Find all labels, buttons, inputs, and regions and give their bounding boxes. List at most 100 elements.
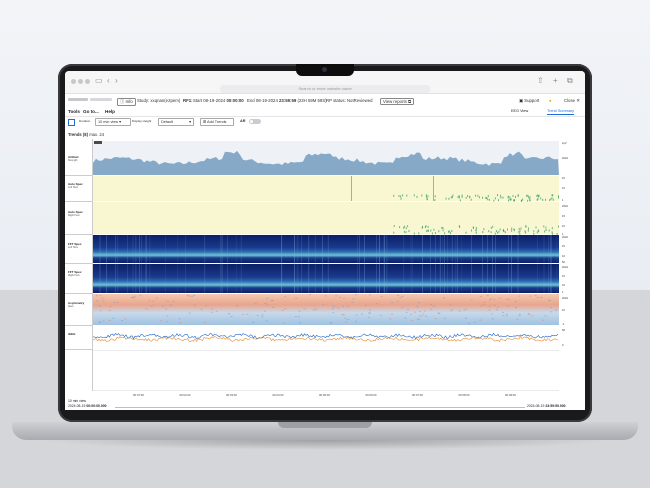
panel-label-auto-spec-left[interactable]: Auto Spec Left Hem xyxy=(68,182,83,190)
scale-label: 50 xyxy=(562,261,565,264)
scale-label: 20Hz xyxy=(562,266,569,269)
fft-spec-right-plot[interactable] xyxy=(93,264,559,293)
review-status: RP status: NotReviewed xyxy=(326,98,373,103)
panel-label-reeg[interactable]: rEEG xyxy=(68,332,76,336)
time-tick-label: 00:06:00 xyxy=(365,393,377,397)
left-timestamp: 2024-08-19 00:00:00.000 xyxy=(68,404,107,408)
scale-label: 20Hz xyxy=(562,236,569,239)
asymmetry-marks xyxy=(95,294,558,324)
menu-goto[interactable]: Go to... xyxy=(83,109,99,114)
minimize-window-icon[interactable] xyxy=(78,79,83,84)
panel-label-fft-left[interactable]: FFT Spec Left Hem xyxy=(68,242,82,250)
scale-label: 50 xyxy=(562,329,565,332)
notification-icon[interactable]: ● xyxy=(549,98,552,103)
menu-help[interactable]: Help xyxy=(105,109,115,114)
panel-label-artifact[interactable]: Artifact Strength xyxy=(68,155,79,163)
patient-name-redacted xyxy=(68,98,88,101)
app-header: ⓘ Info Study: xxqnan(e2pem) RF1: Start 0… xyxy=(65,95,585,106)
ar-toggle[interactable] xyxy=(249,119,261,124)
panel-label-fft-right[interactable]: FFT Spec Right Hem xyxy=(68,270,82,278)
scale-label: 20Hz xyxy=(562,297,569,300)
view-reports-button[interactable]: View reports ⧉ xyxy=(380,98,415,105)
duration-select[interactable]: 10 min view ▾ xyxy=(95,118,131,126)
artifact-area xyxy=(93,150,559,175)
tab-trend-summary[interactable]: Trend Summary xyxy=(547,109,575,115)
start-label: Start 08-19-2024 00:00:00 xyxy=(193,98,244,103)
close-link[interactable]: Close ✕ xyxy=(564,98,580,103)
app-menu-bar: Tools Go to... Help EEG View Trend Summa… xyxy=(65,107,585,117)
end-label: End 08-19-2024 23:59:59 (23H 59M 59S) xyxy=(247,98,327,103)
artifact-strength-plot[interactable] xyxy=(93,141,559,175)
back-icon[interactable]: ‹ xyxy=(107,76,110,85)
add-trends-button[interactable]: ⊞ Add Trends xyxy=(200,118,234,126)
info-button[interactable]: ⓘ Info xyxy=(117,98,136,106)
scale-label: -1 xyxy=(562,323,565,326)
scale-label: 1 xyxy=(562,199,564,202)
scale-label: 0 xyxy=(562,344,564,347)
new-tab-icon[interactable]: + xyxy=(553,76,558,85)
sidebar-toggle-icon[interactable]: ▭ xyxy=(95,76,103,85)
toolbar: Duration 10 min view ▾ Display Height De… xyxy=(65,118,585,128)
close-window-icon[interactable] xyxy=(71,79,76,84)
scale-label: 15 xyxy=(562,245,565,248)
laptop-base xyxy=(12,422,638,440)
timeline-footer: 10 min view 2024-08-19 00:00:00.000 2024… xyxy=(65,399,585,410)
scale-label: 1 xyxy=(562,233,564,236)
auto-spec-right-plot[interactable] xyxy=(93,202,559,234)
fft-spec-marks xyxy=(99,235,558,293)
panel-label-auto-spec-right[interactable]: Auto Spec Right Hem xyxy=(68,210,83,218)
url-bar[interactable]: Search or enter website name xyxy=(220,85,430,93)
fft-spec-left-plot[interactable] xyxy=(93,235,559,263)
time-tick-label: 00:02:00 xyxy=(179,393,191,397)
trend-plots[interactable] xyxy=(93,139,559,391)
auto-spec-left-plot[interactable] xyxy=(93,176,559,201)
laptop-base-notch xyxy=(278,422,372,428)
ar-label: AR xyxy=(240,119,246,123)
cursor-marker[interactable] xyxy=(94,141,102,144)
asymmetry-spec-plot[interactable] xyxy=(93,294,559,325)
scale-label: 10 xyxy=(562,255,565,258)
display-height-label: Display Height xyxy=(132,119,152,123)
time-tick-label: 00:09:00 xyxy=(505,393,516,397)
time-tick-label: 00:03:00 xyxy=(226,393,237,397)
scale-label: 10 xyxy=(562,284,565,287)
forward-icon[interactable]: › xyxy=(115,76,118,85)
info-label: Info xyxy=(125,99,133,104)
timeline-scrollbar[interactable] xyxy=(115,407,525,408)
right-timestamp: 2024-08-19 23:59:59.000 xyxy=(527,404,566,408)
trend-labels-column: Artifact Strength Auto Spec Left Hem Auto … xyxy=(65,139,93,391)
reeg-plot[interactable] xyxy=(93,326,559,350)
share-icon[interactable]: ⇧ xyxy=(537,76,544,85)
view-length-label: 10 min view xyxy=(68,399,86,403)
camera-notch xyxy=(296,64,354,76)
study-label: Study: xxqnan(e2pem) xyxy=(137,98,181,103)
tab-eeg-view[interactable]: EEG View xyxy=(511,109,529,113)
menu-tools[interactable]: Tools xyxy=(68,109,80,114)
tabs-overview-icon[interactable]: ⧉ xyxy=(567,76,573,85)
browser-chrome: ▭ ‹ › ⇧ + ⧉ Search or enter website name xyxy=(65,71,585,94)
display-height-select[interactable]: Default ▾ xyxy=(158,118,194,126)
support-link[interactable]: ▣ Support xyxy=(519,98,540,103)
scale-label: 20Hz xyxy=(562,205,569,208)
fit-view-icon[interactable] xyxy=(68,119,75,126)
scale-label: 15 xyxy=(562,215,565,218)
panel-label-asymmetry[interactable]: Asymmetry Spec xyxy=(68,301,85,309)
scale-label: 20Hz xyxy=(562,157,569,160)
time-tick-label: 00:08:00 xyxy=(458,393,470,397)
maximize-window-icon[interactable] xyxy=(85,79,90,84)
screen: ▭ ‹ › ⇧ + ⧉ Search or enter website name… xyxy=(65,71,585,410)
scale-label: 15 xyxy=(562,177,565,180)
auto-spec-marks xyxy=(351,176,559,235)
recording-label: RF1: xyxy=(183,98,193,103)
trends-subtitle: max. 24 xyxy=(89,132,105,137)
trends-title: Trends (8) xyxy=(68,132,89,137)
scale-label: 1 xyxy=(562,291,564,294)
patient-id-redacted xyxy=(90,98,112,101)
scale-label: 10 xyxy=(562,187,565,190)
duration-label: Duration xyxy=(79,119,91,123)
camera-icon xyxy=(322,67,327,72)
scale-label: 15 xyxy=(562,275,565,278)
scale-label: 10 xyxy=(562,309,565,312)
time-tick-label: 00:07:00 xyxy=(412,393,423,397)
scale-label: 10 xyxy=(562,225,565,228)
